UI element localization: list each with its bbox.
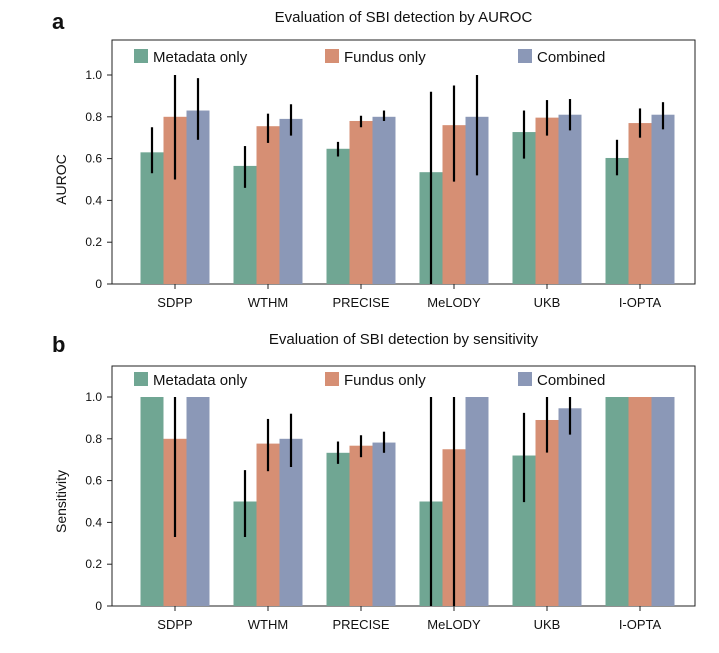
y-tick-label: 0.4 <box>85 515 102 529</box>
panel-b: b Evaluation of SBI detection by sensitiv… <box>52 331 696 632</box>
x-tick-label: UKB <box>534 295 561 310</box>
bar-combined <box>186 110 210 284</box>
bar-combined <box>372 442 396 606</box>
bar-combined <box>372 116 396 284</box>
legend-swatch <box>518 49 532 63</box>
bar-metadata-only <box>326 452 350 606</box>
bar-fundus-only <box>256 443 280 606</box>
axes-frame <box>111 365 696 607</box>
x-tick-label: MeLODY <box>427 295 481 310</box>
y-tick-label: 1.0 <box>85 390 102 404</box>
bar-metadata-only <box>512 455 536 606</box>
bar-metadata-only <box>140 152 164 284</box>
x-tick-label: SDPP <box>157 617 192 632</box>
y-tick-label: 0.4 <box>85 193 102 207</box>
bar-metadata-only <box>605 397 629 606</box>
bar-fundus-only <box>535 117 559 284</box>
x-tick-label: WTHM <box>248 295 288 310</box>
y-tick-label: 0.8 <box>85 432 102 446</box>
bar-combined <box>558 114 582 285</box>
bar-fundus-only <box>349 120 373 284</box>
y-tick-label: 0 <box>95 277 102 291</box>
legend-label: Fundus only <box>344 372 426 389</box>
bar-fundus-only <box>535 419 559 606</box>
panel-label: a <box>52 9 65 34</box>
chart-title: Evaluation of SBI detection by AUROC <box>275 9 533 26</box>
y-axis-label: AUROC <box>53 154 69 205</box>
bar-combined <box>651 397 675 606</box>
bar-combined <box>558 408 582 606</box>
bar-fundus-only <box>442 125 466 284</box>
x-tick-label: I-OPTA <box>619 617 662 632</box>
x-tick-label: I-OPTA <box>619 295 662 310</box>
bar-fundus-only <box>163 116 187 284</box>
bar-metadata-only <box>326 148 350 284</box>
bar-fundus-only <box>256 126 280 284</box>
bar-combined <box>186 397 210 606</box>
bar-metadata-only <box>605 157 629 284</box>
legend-label: Metadata only <box>153 372 248 389</box>
x-tick-label: SDPP <box>157 295 192 310</box>
bar-metadata-only <box>233 501 257 606</box>
legend-swatch <box>325 372 339 386</box>
bar-metadata-only <box>140 397 164 606</box>
bar-fundus-only <box>628 123 652 284</box>
y-tick-label: 0.6 <box>85 152 102 166</box>
bar-metadata-only <box>512 132 536 284</box>
y-tick-label: 1.0 <box>85 68 102 82</box>
legend-swatch <box>134 49 148 63</box>
legend-label: Metadata only <box>153 49 248 66</box>
bar-combined <box>465 116 489 284</box>
bar-metadata-only <box>233 165 257 284</box>
legend-label: Combined <box>537 49 605 66</box>
legend-label: Fundus only <box>344 49 426 66</box>
bar-combined <box>465 397 489 606</box>
legend-swatch <box>518 372 532 386</box>
x-tick-label: MeLODY <box>427 617 481 632</box>
x-tick-label: PRECISE <box>332 617 389 632</box>
panel-a: a Evaluation of SBI detection by AUROC AUR… <box>52 9 696 310</box>
y-tick-label: 0.2 <box>85 557 102 571</box>
legend-swatch <box>134 372 148 386</box>
bar-combined <box>279 118 303 284</box>
x-tick-label: UKB <box>534 617 561 632</box>
legend-label: Combined <box>537 372 605 389</box>
y-tick-label: 0 <box>95 599 102 613</box>
y-tick-label: 0.6 <box>85 474 102 488</box>
chart-title: Evaluation of SBI detection by sensitivi… <box>269 331 539 348</box>
y-tick-label: 0.2 <box>85 235 102 249</box>
x-tick-label: WTHM <box>248 617 288 632</box>
bar-combined <box>279 438 303 606</box>
axes-frame <box>111 39 696 285</box>
y-axis-label: Sensitivity <box>53 470 69 533</box>
bar-combined <box>651 114 675 285</box>
y-tick-label: 0.8 <box>85 110 102 124</box>
bar-fundus-only <box>349 445 373 606</box>
panel-label: b <box>52 332 65 357</box>
x-tick-label: PRECISE <box>332 295 389 310</box>
legend-swatch <box>325 49 339 63</box>
bar-fundus-only <box>628 397 652 606</box>
